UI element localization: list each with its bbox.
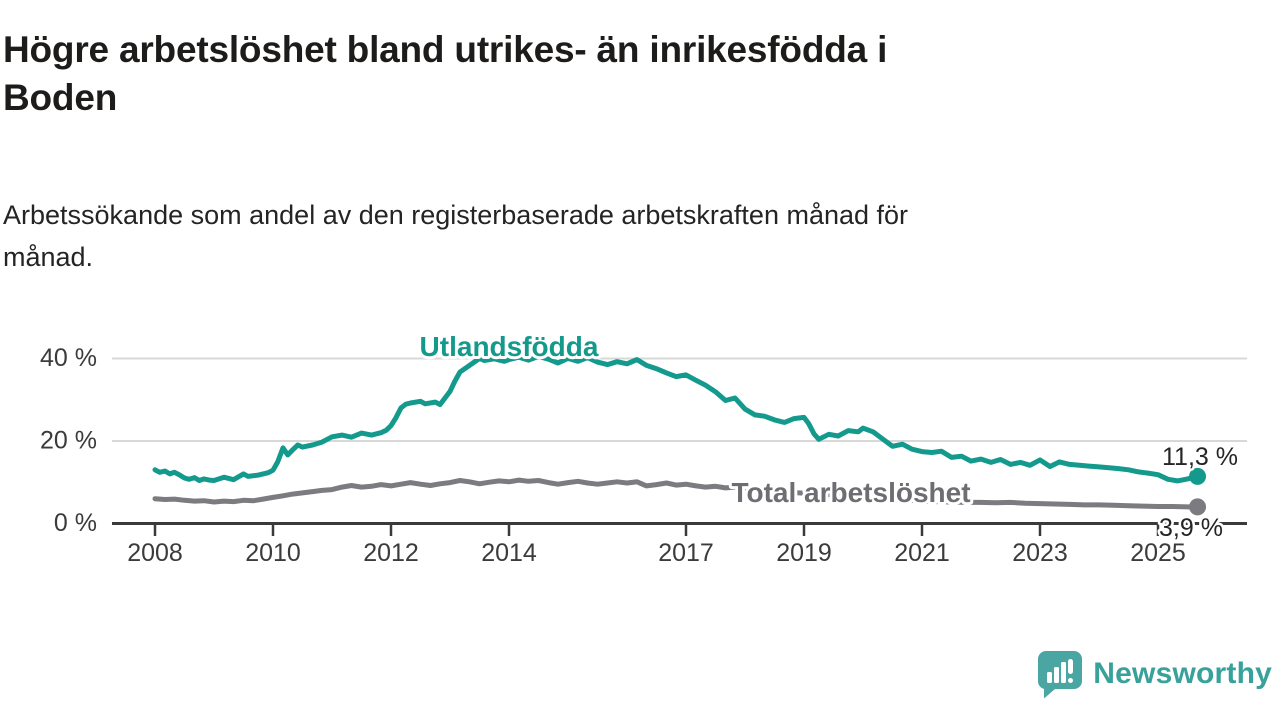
y-tick-label: 40 % bbox=[40, 344, 97, 372]
series-line-utlandsfodda bbox=[152, 353, 1200, 484]
x-tick-label: 2012 bbox=[363, 539, 419, 567]
end-label-utlandsfodda: 11,3 % bbox=[1162, 443, 1238, 471]
x-tick-label: 2021 bbox=[894, 539, 950, 567]
y-tick-label: 20 % bbox=[40, 427, 97, 455]
end-label-total: 3,9 % bbox=[1159, 514, 1223, 542]
x-tick-label: 2019 bbox=[776, 539, 832, 567]
newsworthy-wordmark: Newsworthy bbox=[1093, 657, 1272, 690]
chart-title: Högre arbetslöshet bland utrikes- än inr… bbox=[3, 29, 888, 119]
x-tick-label: 2017 bbox=[658, 539, 714, 567]
series-label-total: Total arbetslöshet bbox=[731, 477, 970, 508]
x-tick-label: 2023 bbox=[1012, 539, 1068, 567]
newsworthy-logo: Newsworthy bbox=[1037, 650, 1272, 699]
series-end-dot-total bbox=[1189, 498, 1207, 516]
x-tick-label: 2014 bbox=[481, 539, 537, 567]
x-tick-label: 2008 bbox=[127, 539, 183, 567]
series-label-utlandsfodda: Utlandsfödda bbox=[420, 331, 599, 362]
newsworthy-bubble-chart-icon bbox=[1037, 650, 1083, 699]
series-end-dot-utlandsfodda bbox=[1189, 467, 1207, 485]
series-line-total bbox=[152, 477, 1200, 510]
chart-subtitle: Arbetssökande som andel av den registerb… bbox=[3, 200, 909, 272]
x-tick-label: 2025 bbox=[1130, 539, 1186, 567]
y-tick-label: 0 % bbox=[54, 509, 97, 537]
x-tick-label: 2010 bbox=[245, 539, 301, 567]
